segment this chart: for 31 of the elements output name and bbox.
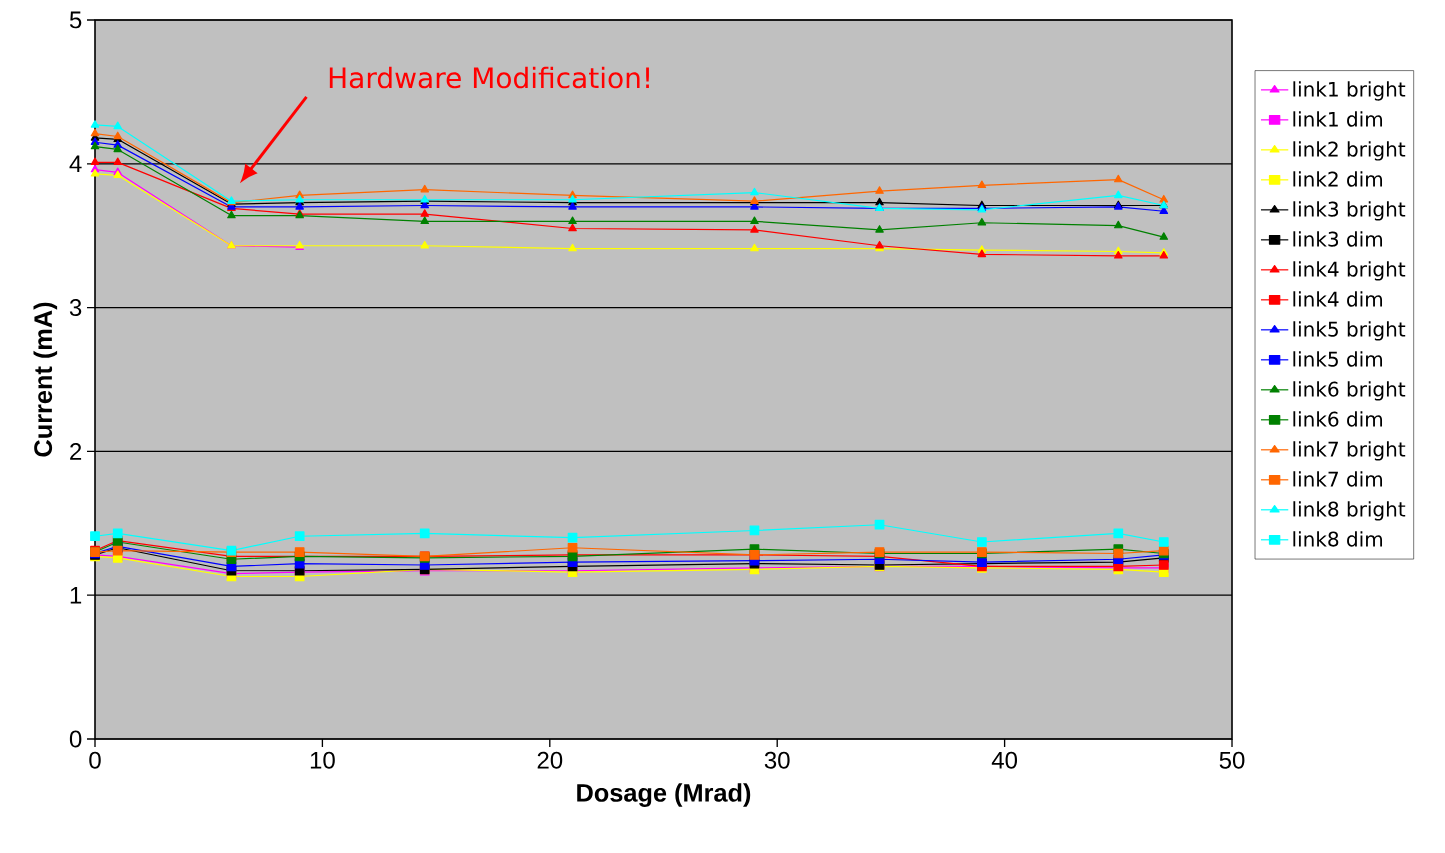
y-tick-label: 2 [70,443,82,460]
y-axis-title: Current (mA) [33,302,58,457]
legend-label: link4 dim [1293,291,1383,307]
legend-label: link3 bright [1293,201,1406,221]
legend-label: link2 bright [1293,141,1406,161]
legend-label: link6 dim [1293,411,1383,427]
y-tick-label: 5 [69,11,82,29]
y-tick-label: 4 [69,155,82,173]
x-tick-label: 20 [537,751,563,769]
y-tick-label: 3 [69,299,82,317]
x-tick-label: 30 [764,751,790,769]
legend-label: link5 bright [1293,321,1406,341]
legend-label: link1 bright [1293,81,1406,101]
legend-label: link2 dim [1293,171,1383,187]
legend-label: link5 dim [1293,351,1383,367]
legend-label: link8 dim [1293,531,1383,547]
legend-label: link4 bright [1293,261,1406,281]
x-tick-label: 10 [310,751,335,769]
y-tick-label: 1 [70,586,82,604]
legend-label: link3 dim [1293,231,1383,247]
legend-label: link7 dim [1293,471,1383,487]
legend-label: link8 bright [1293,501,1406,521]
legend-label: link1 dim [1293,111,1383,127]
y-tick-label: 0 [69,730,82,748]
annotation: Hardware Modification! [329,66,649,89]
x-tick-label: 50 [1219,751,1245,769]
x-axis-title: Dosage (Mrad) [577,783,751,807]
legend-label: link7 bright [1293,441,1406,461]
x-tick-label: 40 [991,751,1018,769]
legend-label: link6 bright [1293,381,1406,401]
x-tick-label: 0 [89,751,101,769]
